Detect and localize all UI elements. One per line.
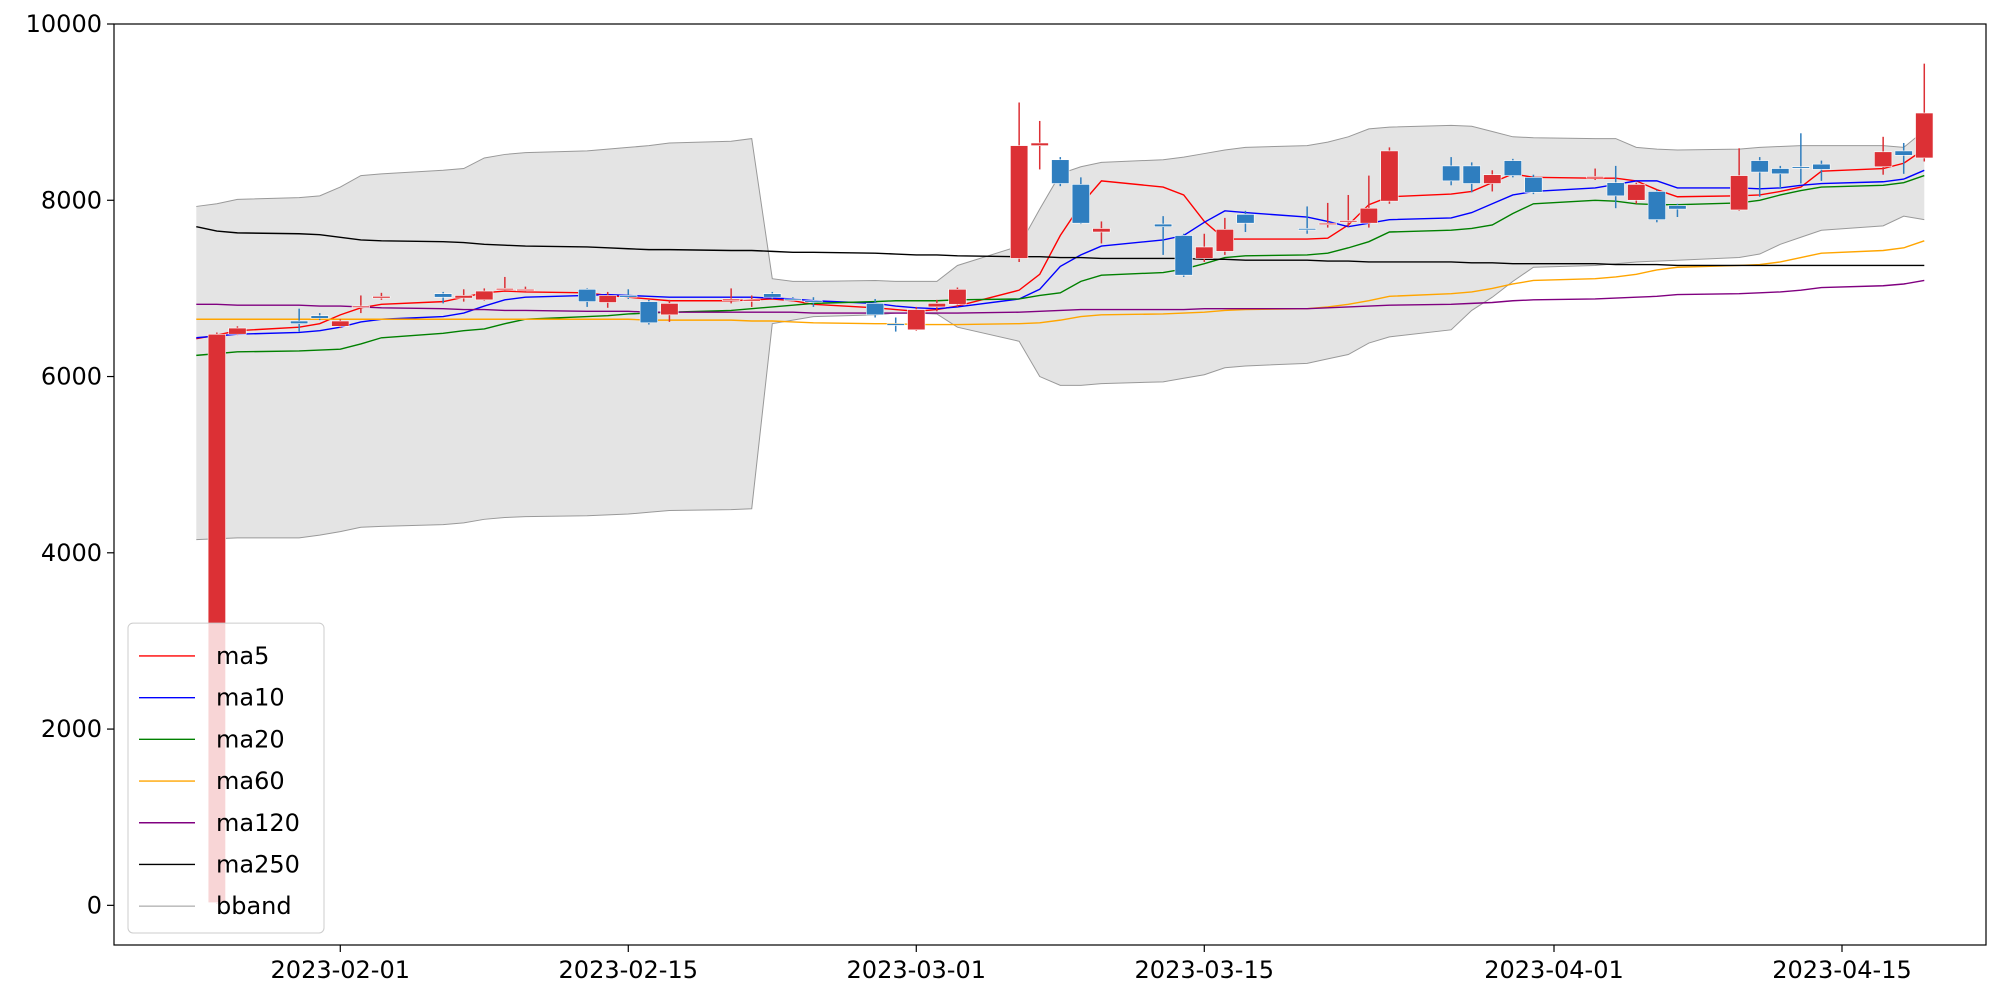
- candle-body: [1894, 150, 1913, 156]
- x-tick-label: 2023-02-01: [271, 956, 410, 984]
- legend-label: ma5: [216, 642, 269, 670]
- candle-body: [1791, 166, 1810, 169]
- candle-body: [1092, 228, 1111, 233]
- plot-frame: [113, 23, 1987, 946]
- y-tick-label: 6000: [41, 363, 102, 391]
- candle-body: [351, 305, 370, 308]
- candle-body: [1010, 145, 1029, 259]
- legend-box: [127, 622, 325, 934]
- legend-label: bband: [216, 892, 292, 920]
- x-tick-label: 2023-03-15: [1135, 956, 1274, 984]
- bband-fill: [196, 125, 1925, 540]
- candle-body: [228, 327, 247, 335]
- legend: ma5 ma10 ma20 ma60 ma120 ma250 bband: [127, 622, 325, 934]
- candle-body: [742, 299, 761, 302]
- candle-body: [434, 293, 453, 298]
- y-tick-label: 8000: [41, 186, 102, 214]
- candle-body: [598, 295, 617, 303]
- candle-body: [1339, 220, 1358, 223]
- candle-body: [907, 309, 926, 331]
- y-tick-label: 10000: [26, 10, 102, 38]
- candle-body: [1771, 168, 1790, 175]
- candle-body: [290, 320, 309, 324]
- legend-label: ma20: [216, 725, 285, 753]
- candle-body: [1627, 184, 1646, 201]
- candle-body: [1030, 142, 1049, 146]
- candle-body: [927, 303, 946, 308]
- legend-label: ma120: [216, 809, 300, 837]
- candle-body: [495, 288, 514, 291]
- candle-body: [763, 293, 782, 298]
- legend-label: ma60: [216, 767, 285, 795]
- ma-line: [196, 226, 1925, 267]
- candle-body: [1071, 184, 1090, 224]
- candle-body: [722, 298, 741, 302]
- candle-body: [1730, 175, 1749, 211]
- candle-body: [639, 301, 658, 324]
- candle-body: [886, 323, 905, 326]
- candle-body: [783, 298, 802, 301]
- candle-body: [1647, 191, 1666, 220]
- candle-body: [1586, 176, 1605, 179]
- candle-body: [804, 300, 823, 303]
- ma-line: [196, 279, 1925, 314]
- candle-body: [660, 303, 679, 316]
- y-tick-label: 2000: [41, 715, 102, 743]
- legend-label: ma250: [216, 850, 300, 878]
- candle-body: [1442, 165, 1461, 182]
- candle-body: [454, 295, 473, 299]
- bband-lower: [196, 215, 1925, 541]
- candle-body: [372, 296, 391, 299]
- candle-body: [1483, 174, 1502, 184]
- candle-body: [1051, 159, 1070, 184]
- candle-body: [578, 288, 597, 302]
- candle-body: [1154, 223, 1173, 228]
- y-tick-label: 0: [87, 891, 102, 919]
- candle-body: [1750, 160, 1769, 173]
- candle-body: [1215, 229, 1234, 252]
- ma-line: [196, 240, 1925, 326]
- candle-body: [1812, 163, 1831, 170]
- candle-body: [1462, 165, 1481, 184]
- x-tick-label: 2023-04-01: [1484, 956, 1623, 984]
- candle-body: [1318, 222, 1337, 225]
- candle-body: [1668, 205, 1687, 210]
- y-tick-label: 4000: [41, 539, 102, 567]
- candle-body: [1298, 228, 1317, 231]
- candle-body: [1606, 182, 1625, 197]
- candle-body: [1380, 150, 1399, 202]
- x-tick-label: 2023-03-01: [847, 956, 986, 984]
- candle-body: [1874, 151, 1893, 168]
- candle-body: [1236, 214, 1255, 224]
- candle-body: [1195, 246, 1214, 259]
- candle-body: [310, 315, 329, 319]
- candle-body: [1359, 207, 1378, 224]
- candle-body: [331, 320, 350, 327]
- candle-body: [1503, 160, 1522, 176]
- candle-body: [948, 288, 967, 305]
- ma-line: [196, 169, 1925, 339]
- candle-body: [866, 303, 885, 316]
- candle-body: [619, 295, 638, 298]
- legend-label: ma10: [216, 684, 285, 712]
- candle-body: [516, 288, 535, 292]
- x-tick-label: 2023-04-15: [1772, 956, 1911, 984]
- candle-body: [1915, 112, 1934, 159]
- candle-body: [1174, 235, 1193, 276]
- x-tick-label: 2023-02-15: [559, 956, 698, 984]
- candle-body: [475, 290, 494, 301]
- candle-body: [1524, 177, 1543, 193]
